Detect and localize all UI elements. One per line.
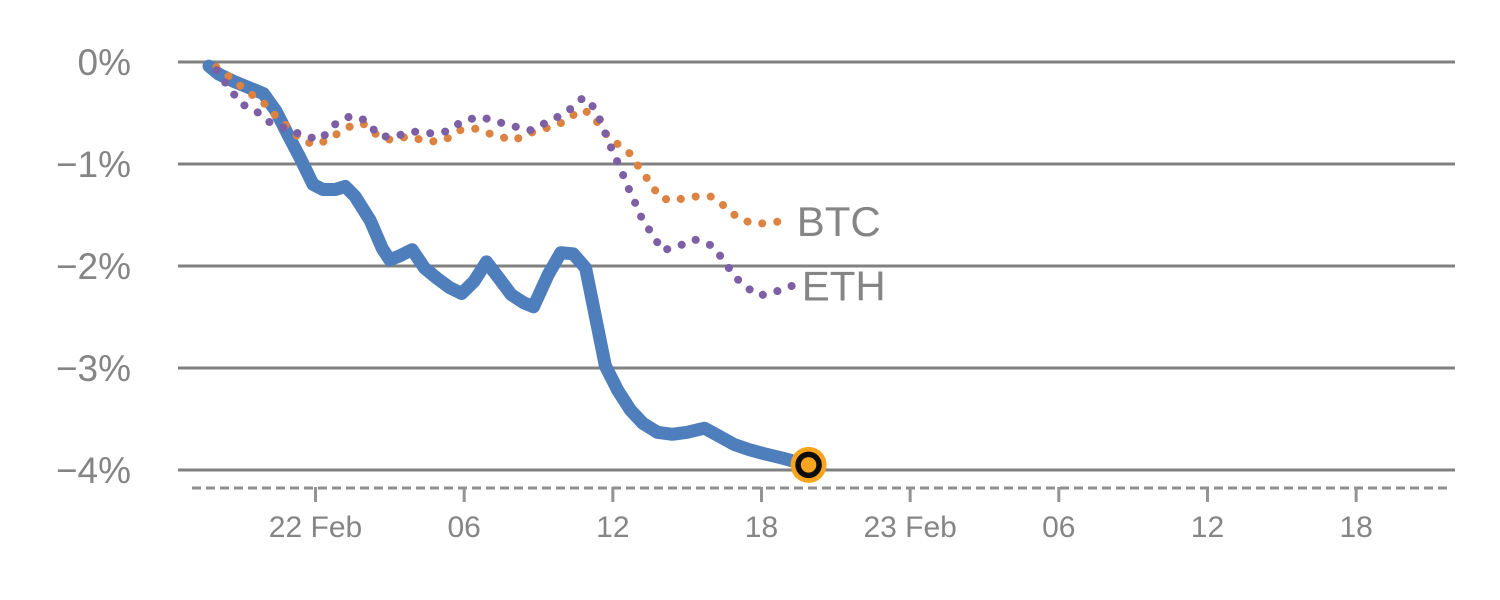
end-marker-ring-main — [795, 451, 822, 479]
x-axis-tick-label: 23 Feb — [863, 511, 956, 544]
y-axis-tick-label: −3% — [56, 348, 131, 389]
series-line-eth — [212, 66, 798, 300]
series-line-btc — [212, 63, 793, 229]
x-axis-tick-label: 12 — [596, 511, 629, 544]
x-axis-tick-label: 22 Feb — [269, 511, 362, 544]
series-line-main — [202, 59, 816, 472]
y-axis-tick-label: −1% — [56, 144, 131, 185]
x-axis-tick-label: 18 — [1339, 511, 1372, 544]
series-label-eth: ETH — [802, 262, 886, 309]
x-axis-tick-label: 18 — [745, 511, 778, 544]
series-label-btc: BTC — [797, 198, 881, 245]
x-axis-tick-label: 06 — [447, 511, 480, 544]
y-axis-tick-label: −2% — [56, 246, 131, 287]
x-axis-tick-label: 06 — [1042, 511, 1075, 544]
y-axis-tick-label: −4% — [56, 450, 131, 491]
y-axis-tick-label: 0% — [78, 42, 131, 83]
x-axis-tick-label: 12 — [1191, 511, 1224, 544]
